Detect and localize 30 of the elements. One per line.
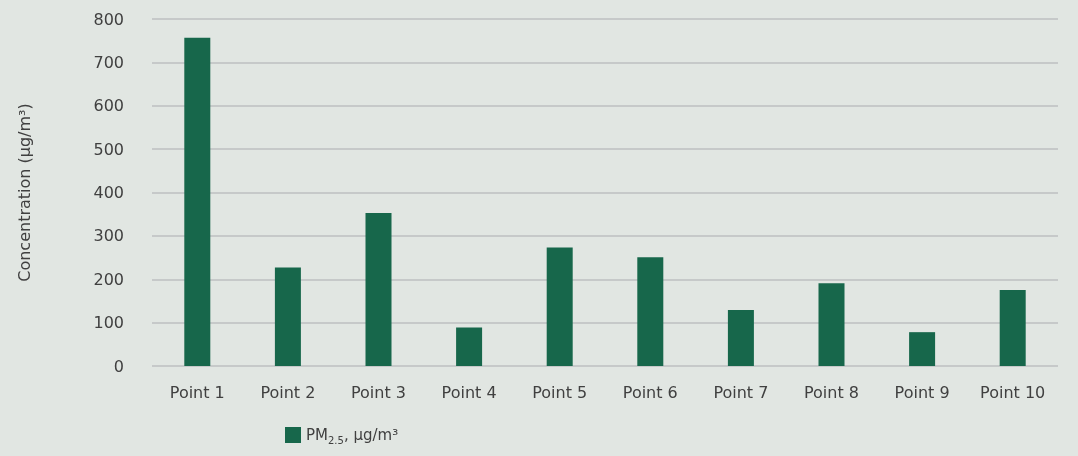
bar: [818, 283, 845, 366]
x-tick-label: Point 9: [894, 382, 950, 402]
y-tick-label: 400: [93, 183, 124, 202]
y-tick-label: 300: [93, 226, 124, 246]
bar: [727, 310, 754, 366]
y-tick-label: 600: [93, 96, 124, 116]
bar: [184, 37, 211, 366]
y-tick-label: 500: [93, 139, 124, 159]
x-tick-label: Point 2: [260, 382, 316, 402]
bar: [637, 257, 664, 366]
y-tick-label: 200: [93, 269, 124, 289]
x-tick-label: Point 6: [622, 382, 678, 402]
y-tick-label: 700: [93, 52, 124, 72]
x-tick-label: Point 5: [532, 382, 588, 402]
y-axis-title: Concentration (µg/m³): [14, 103, 34, 282]
y-tick-label: 100: [93, 313, 124, 333]
y-tick-label: 800: [93, 9, 124, 29]
x-tick-label: Point 8: [804, 382, 859, 402]
x-tick-label: Point 1: [169, 382, 225, 402]
bar: [546, 247, 573, 366]
x-tick-label: Point 4: [441, 382, 497, 402]
bar: [909, 332, 936, 366]
x-tick-label: Point 7: [713, 382, 769, 402]
bar: [456, 327, 483, 366]
bar: [274, 267, 301, 366]
bar: [999, 290, 1026, 366]
y-tick-label: 0: [113, 356, 124, 376]
x-tick-label: Point 3: [351, 382, 406, 402]
x-tick-label: Point 10: [980, 382, 1046, 402]
bar: [365, 212, 392, 366]
